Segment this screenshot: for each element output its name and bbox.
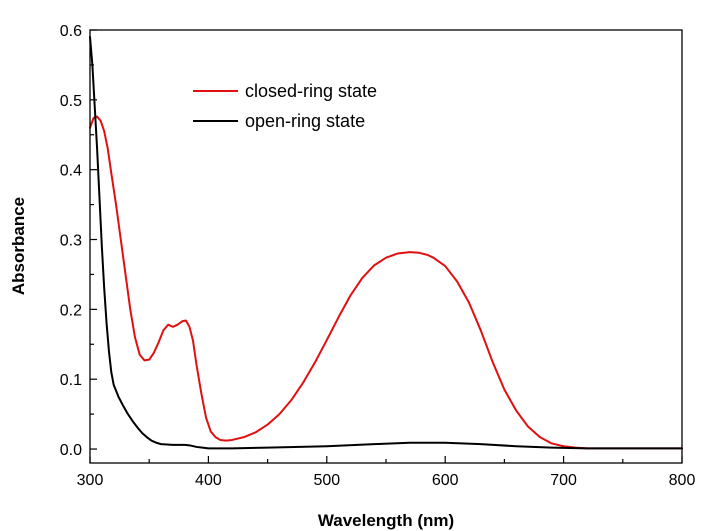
y-axis: 0.0 0.1 0.2 0.3 0.4 0.5 0.6 xyxy=(60,23,97,459)
x-tick-label: 300 xyxy=(77,472,104,489)
x-tick-label: 500 xyxy=(313,472,340,489)
x-axis-title: Wavelength (nm) xyxy=(318,511,454,530)
y-tick-label: 0.5 xyxy=(60,93,82,110)
y-tick-label: 0.4 xyxy=(60,163,82,180)
y-tick-label: 0.0 xyxy=(60,442,82,459)
y-tick-label: 0.6 xyxy=(60,23,82,40)
legend: closed-ring state open-ring state xyxy=(193,81,377,131)
series-line-open-ring xyxy=(89,35,683,450)
plot-lines xyxy=(89,35,683,450)
y-axis-title: Absorbance xyxy=(9,197,28,295)
legend-label: closed-ring state xyxy=(245,81,377,101)
series-line-closed-ring xyxy=(89,115,683,450)
y-tick-label: 0.3 xyxy=(60,233,82,250)
plot-frame xyxy=(89,29,683,464)
x-tick-label: 800 xyxy=(669,472,696,489)
x-tick-label: 700 xyxy=(550,472,577,489)
y-tick-label: 0.1 xyxy=(60,372,82,389)
x-tick-label: 400 xyxy=(195,472,222,489)
legend-label: open-ring state xyxy=(245,111,365,131)
y-tick-label: 0.2 xyxy=(60,302,82,319)
x-axis: 300 400 500 600 700 800 xyxy=(77,456,696,489)
x-tick-label: 600 xyxy=(432,472,459,489)
